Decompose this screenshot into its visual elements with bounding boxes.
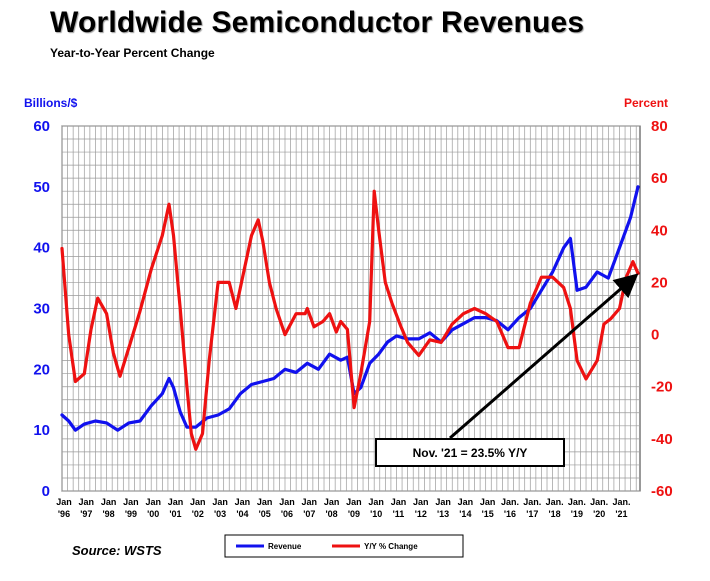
x-tick-label-month: Jan. <box>590 497 608 507</box>
right-y-tick-label: 60 <box>651 170 668 187</box>
right-y-tick-label: -20 <box>651 379 673 396</box>
left-y-tick-label: 40 <box>33 240 50 257</box>
series-lines <box>60 185 640 451</box>
x-tick-label-year: '02 <box>192 509 204 519</box>
x-tick-label-year: '08 <box>326 509 338 519</box>
x-tick-label-year: '05 <box>259 509 271 519</box>
left-y-tick-label: 20 <box>33 361 50 378</box>
x-tick-label-month: Jan. <box>546 497 564 507</box>
left-y-tick-label: 30 <box>33 301 50 318</box>
x-tick-label-month: Jan <box>413 497 429 507</box>
x-tick-label-year: '99 <box>125 509 137 519</box>
x-tick-label-month: Jan <box>391 497 407 507</box>
chart-title: Worldwide Semiconductor Revenues <box>50 6 585 39</box>
right-y-axis-ticks: -60 -40 -20 0 20 40 60 80 <box>651 118 673 500</box>
x-tick-label-year: '97 <box>80 509 92 519</box>
x-tick-label-year: '13 <box>437 509 449 519</box>
x-tick-label-month: Jan <box>279 497 295 507</box>
x-tick-label-month: Jan <box>480 497 496 507</box>
gridlines <box>61 125 641 492</box>
x-axis-ticks: Jan '96 Jan '97 Jan '98 Jan '99 Jan '00 Jan '01 Jan '… <box>56 497 630 519</box>
x-tick-label-month: Jan. <box>523 497 541 507</box>
right-y-tick-label: 80 <box>651 118 668 135</box>
x-tick-label-month: Jan <box>346 497 362 507</box>
x-tick-label-year: '16 <box>504 509 516 519</box>
x-tick-label-month: Jan <box>257 497 273 507</box>
x-tick-label-year: '98 <box>103 509 115 519</box>
annotation-text: Nov. '21 = 23.5% Y/Y <box>413 446 528 460</box>
x-tick-label-month: Jan <box>458 497 474 507</box>
legend-label: Revenue <box>268 542 302 551</box>
x-tick-label-year: '18 <box>549 509 561 519</box>
x-tick-label-month: Jan <box>101 497 117 507</box>
right-y-tick-label: 0 <box>651 327 659 344</box>
x-tick-label-month: Jan <box>123 497 139 507</box>
left-axis-unit-label: Billions/$ <box>24 96 78 110</box>
x-tick-label-year: '14 <box>459 509 471 519</box>
x-tick-label-year: '96 <box>58 509 70 519</box>
x-tick-label-year: '12 <box>415 509 427 519</box>
x-tick-label-year: '07 <box>303 509 315 519</box>
yoy-change-line <box>60 189 640 451</box>
x-tick-label-month: Jan. <box>501 497 519 507</box>
x-tick-label-month: Jan <box>212 497 228 507</box>
legend: Revenue Y/Y % Change <box>224 534 464 558</box>
x-tick-label-year: '09 <box>348 509 360 519</box>
right-y-tick-label: 40 <box>651 222 668 239</box>
x-tick-label-month: Jan. <box>612 497 630 507</box>
left-y-tick-label: 10 <box>33 422 50 439</box>
x-tick-label-year: '01 <box>169 509 181 519</box>
x-tick-label-month: Jan <box>235 497 251 507</box>
source-note: Source: WSTS <box>72 543 162 558</box>
x-tick-label-month: Jan <box>435 497 451 507</box>
right-y-tick-label: 20 <box>651 274 668 291</box>
annotation-arrow <box>449 273 639 440</box>
annotation-box <box>375 438 565 467</box>
x-tick-label-month: Jan <box>190 497 206 507</box>
x-tick-label-year: '21 <box>615 509 627 519</box>
x-tick-label-month: Jan <box>302 497 318 507</box>
left-y-tick-label: 50 <box>33 179 50 196</box>
revenue-line <box>60 185 640 432</box>
left-y-tick-label: 0 <box>42 483 50 500</box>
right-y-tick-label: -40 <box>651 431 673 448</box>
left-y-tick-label: 60 <box>33 118 50 135</box>
x-tick-label-year: '04 <box>236 509 248 519</box>
right-y-tick-label: -60 <box>651 483 673 500</box>
annotation: Nov. '21 = 23.5% Y/Y <box>375 273 639 467</box>
x-tick-label-month: Jan <box>168 497 184 507</box>
x-tick-label-year: '19 <box>571 509 583 519</box>
x-tick-label-year: '20 <box>593 509 605 519</box>
x-tick-label-month: Jan <box>324 497 340 507</box>
legend-label: Y/Y % Change <box>364 542 418 551</box>
x-tick-label-month: Jan <box>79 497 95 507</box>
x-tick-label-month: Jan <box>145 497 161 507</box>
x-tick-label-year: '10 <box>370 509 382 519</box>
x-tick-label-year: '00 <box>147 509 159 519</box>
x-tick-label-year: '15 <box>482 509 494 519</box>
x-tick-label-year: '11 <box>393 509 405 519</box>
right-axis-unit-label: Percent <box>624 96 669 110</box>
x-tick-label-month: Jan <box>368 497 384 507</box>
x-tick-label-year: '17 <box>526 509 538 519</box>
left-y-axis-ticks: 0 10 20 30 40 50 60 <box>33 118 50 500</box>
x-tick-label-year: '03 <box>214 509 226 519</box>
x-tick-label-year: '06 <box>281 509 293 519</box>
x-tick-label-month: Jan. <box>568 497 586 507</box>
chart-subtitle: Year-to-Year Percent Change <box>50 46 215 60</box>
x-tick-label-month: Jan <box>56 497 72 507</box>
